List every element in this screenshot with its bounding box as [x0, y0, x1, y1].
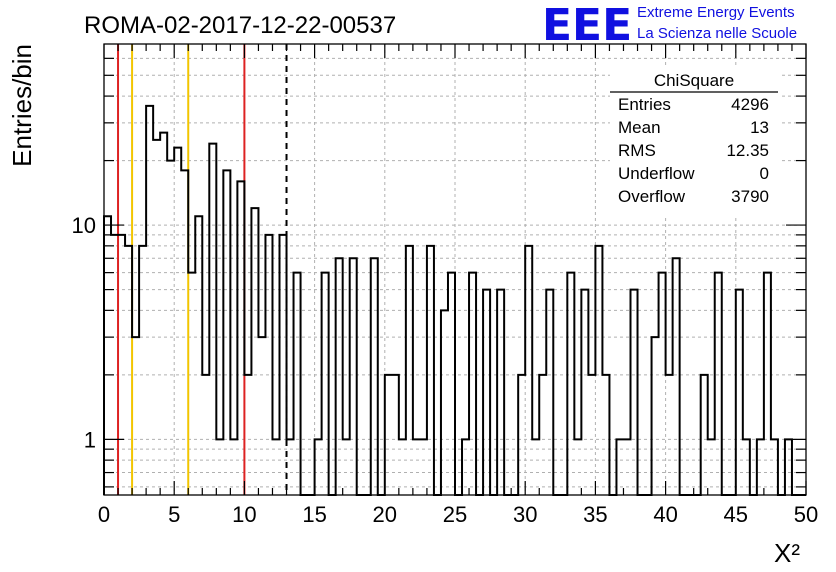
x-tick-label: 20 — [373, 502, 397, 527]
y-tick-label: 10 — [72, 213, 96, 238]
eee-logo: EEE — [542, 0, 632, 51]
stats-value: 4296 — [731, 95, 769, 114]
stats-value: 13 — [750, 118, 769, 137]
y-tick-labels: 1 10 — [72, 213, 96, 452]
histogram-line — [103, 104, 806, 496]
x-tick-labels: 0 5 10 15 20 25 30 35 40 45 50 — [98, 502, 818, 527]
x-tick-label: 30 — [513, 502, 537, 527]
x-tick-label: 40 — [653, 502, 677, 527]
stats-title: ChiSquare — [654, 71, 734, 90]
stats-label: Entries — [618, 95, 671, 114]
x-tick-label: 10 — [232, 502, 256, 527]
stats-value: 0 — [760, 164, 769, 183]
x-tick-label: 15 — [302, 502, 326, 527]
stats-label: RMS — [618, 141, 656, 160]
stats-label: Underflow — [618, 164, 695, 183]
stats-box: ChiSquare Entries 4296 Mean 13 RMS 12.35 Under… — [610, 65, 780, 215]
axis-ticks — [103, 44, 807, 495]
x-axis-label: X² — [774, 538, 800, 568]
logo-line-2: La Scienza nelle Scuole — [637, 25, 797, 42]
chart-title: ROMA-02-2017-12-22-00537 — [84, 12, 396, 39]
stats-label: Overflow — [618, 187, 686, 206]
logo-line-1: Extreme Energy Events — [637, 4, 795, 21]
stats-label: Mean — [618, 118, 661, 137]
x-tick-label: 50 — [794, 502, 818, 527]
stats-value: 3790 — [731, 187, 769, 206]
y-axis-label: Entries/bin — [7, 44, 37, 167]
x-tick-label: 25 — [443, 502, 467, 527]
y-tick-label: 1 — [84, 427, 96, 452]
x-tick-label: 35 — [583, 502, 607, 527]
x-tick-label: 0 — [98, 502, 110, 527]
x-tick-label: 5 — [168, 502, 180, 527]
x-tick-label: 45 — [724, 502, 748, 527]
stats-value: 12.35 — [726, 141, 769, 160]
